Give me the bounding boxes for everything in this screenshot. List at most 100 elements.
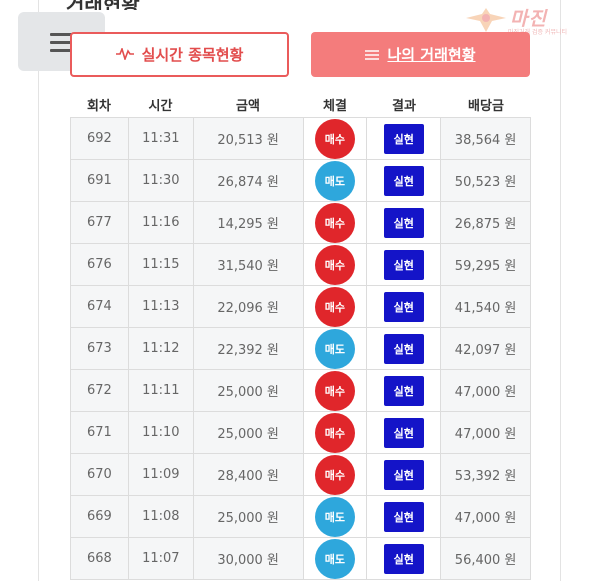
trade-table-body: 692 11:31 20,513 원 매수 실현 38,564 원 691 11:30 26,8… bbox=[70, 117, 531, 580]
cell-execution: 매수 bbox=[303, 202, 368, 244]
cell-amount: 26,874 원 bbox=[193, 160, 304, 202]
result-badge: 실현 bbox=[383, 207, 424, 238]
cell-result: 실현 bbox=[367, 454, 442, 496]
header-result: 결과 bbox=[392, 98, 416, 114]
logo-text: 마진 bbox=[510, 8, 547, 30]
table-row: 669 11:08 25,000 원 매도 실현 47,000 원 bbox=[71, 496, 531, 538]
sell-badge: 매도 bbox=[314, 328, 355, 369]
section-title: 거래현황 bbox=[66, 0, 140, 10]
cell-time: 11:31 bbox=[128, 118, 194, 160]
cell-result: 실현 bbox=[367, 538, 442, 580]
cell-payout: 59,295 원 bbox=[441, 244, 531, 286]
cell-payout: 50,523 원 bbox=[441, 160, 531, 202]
cell-payout: 47,000 원 bbox=[441, 496, 531, 538]
hamburger-icon bbox=[49, 32, 74, 52]
pulse-icon bbox=[115, 46, 134, 64]
logo-emblem-icon bbox=[466, 8, 506, 32]
table-header: 회차 시간 금액 체결 결과 배당금 bbox=[70, 92, 531, 116]
cell-round: 669 bbox=[71, 496, 129, 538]
site-logo: 마진 마진거래 검증 커뮤니티 bbox=[464, 4, 594, 38]
header-time: 시간 bbox=[148, 98, 173, 114]
cell-execution: 매도 bbox=[303, 538, 368, 580]
buy-badge: 매수 bbox=[314, 370, 355, 411]
page-border-right bbox=[560, 0, 561, 581]
cell-payout: 53,392 원 bbox=[441, 454, 531, 496]
header-round: 회차 bbox=[87, 98, 111, 114]
sell-badge: 매도 bbox=[314, 160, 355, 201]
table-row: 674 11:13 22,096 원 매수 실현 41,540 원 bbox=[71, 286, 531, 328]
cell-round: 668 bbox=[71, 538, 129, 580]
cell-result: 실현 bbox=[367, 244, 442, 286]
cell-time: 11:09 bbox=[128, 454, 194, 496]
cell-time: 11:13 bbox=[128, 286, 194, 328]
cell-amount: 31,540 원 bbox=[193, 244, 304, 286]
cell-payout: 26,875 원 bbox=[441, 202, 531, 244]
table-row: 691 11:30 26,874 원 매도 실현 50,523 원 bbox=[71, 160, 531, 202]
header-payout: 배당금 bbox=[468, 98, 504, 114]
cell-time: 11:07 bbox=[128, 538, 194, 580]
page-border-left bbox=[38, 0, 39, 581]
tab-realtime-status[interactable]: 실시간 종목현황 bbox=[70, 32, 289, 77]
table-row: 676 11:15 31,540 원 매수 실현 59,295 원 bbox=[71, 244, 531, 286]
table-row: 668 11:07 30,000 원 매도 실현 56,400 원 bbox=[71, 538, 531, 580]
cell-amount: 25,000 원 bbox=[193, 370, 304, 412]
cell-payout: 38,564 원 bbox=[441, 118, 531, 160]
cell-round: 692 bbox=[71, 118, 129, 160]
sell-badge: 매도 bbox=[314, 496, 355, 537]
cell-time: 11:30 bbox=[128, 160, 194, 202]
cell-amount: 30,000 원 bbox=[193, 538, 304, 580]
sell-badge: 매도 bbox=[314, 538, 355, 579]
cell-round: 670 bbox=[71, 454, 129, 496]
cell-round: 691 bbox=[71, 160, 129, 202]
cell-result: 실현 bbox=[367, 370, 442, 412]
buy-badge: 매수 bbox=[314, 412, 355, 453]
result-badge: 실현 bbox=[383, 333, 424, 364]
cell-result: 실현 bbox=[367, 328, 442, 370]
cell-execution: 매수 bbox=[303, 412, 368, 454]
result-badge: 실현 bbox=[383, 123, 424, 154]
table-row: 670 11:09 28,400 원 매수 실현 53,392 원 bbox=[71, 454, 531, 496]
result-badge: 실현 bbox=[383, 417, 424, 448]
cell-result: 실현 bbox=[367, 286, 442, 328]
cell-amount: 25,000 원 bbox=[193, 496, 304, 538]
cell-amount: 22,392 원 bbox=[193, 328, 304, 370]
result-badge: 실현 bbox=[383, 291, 424, 322]
cell-amount: 20,513 원 bbox=[193, 118, 304, 160]
cell-result: 실현 bbox=[367, 202, 442, 244]
cell-amount: 28,400 원 bbox=[193, 454, 304, 496]
cell-execution: 매수 bbox=[303, 370, 368, 412]
cell-time: 11:10 bbox=[128, 412, 194, 454]
cell-execution: 매수 bbox=[303, 244, 368, 286]
header-amount: 금액 bbox=[236, 98, 260, 114]
cell-round: 673 bbox=[71, 328, 129, 370]
cell-payout: 47,000 원 bbox=[441, 370, 531, 412]
result-badge: 실현 bbox=[383, 249, 424, 280]
cell-round: 676 bbox=[71, 244, 129, 286]
tab-my-trades[interactable]: 나의 거래현황 bbox=[311, 32, 530, 77]
cell-execution: 매수 bbox=[303, 286, 368, 328]
buy-badge: 매수 bbox=[314, 202, 355, 243]
cell-execution: 매도 bbox=[303, 160, 368, 202]
cell-payout: 47,000 원 bbox=[441, 412, 531, 454]
cell-execution: 매도 bbox=[303, 496, 368, 538]
cell-payout: 56,400 원 bbox=[441, 538, 531, 580]
cell-amount: 25,000 원 bbox=[193, 412, 304, 454]
buy-badge: 매수 bbox=[314, 286, 355, 327]
cell-result: 실현 bbox=[367, 496, 442, 538]
cell-execution: 매도 bbox=[303, 328, 368, 370]
buy-badge: 매수 bbox=[314, 118, 355, 159]
cell-execution: 매수 bbox=[303, 454, 368, 496]
result-badge: 실현 bbox=[383, 459, 424, 490]
table-row: 671 11:10 25,000 원 매수 실현 47,000 원 bbox=[71, 412, 531, 454]
buy-badge: 매수 bbox=[314, 454, 355, 495]
cell-payout: 41,540 원 bbox=[441, 286, 531, 328]
cell-round: 674 bbox=[71, 286, 129, 328]
cell-round: 671 bbox=[71, 412, 129, 454]
table-row: 677 11:16 14,295 원 매수 실현 26,875 원 bbox=[71, 202, 531, 244]
cell-time: 11:16 bbox=[128, 202, 194, 244]
cell-time: 11:15 bbox=[128, 244, 194, 286]
cell-round: 677 bbox=[71, 202, 129, 244]
result-badge: 실현 bbox=[383, 375, 424, 406]
tab-my-trades-label: 나의 거래현황 bbox=[387, 46, 476, 64]
